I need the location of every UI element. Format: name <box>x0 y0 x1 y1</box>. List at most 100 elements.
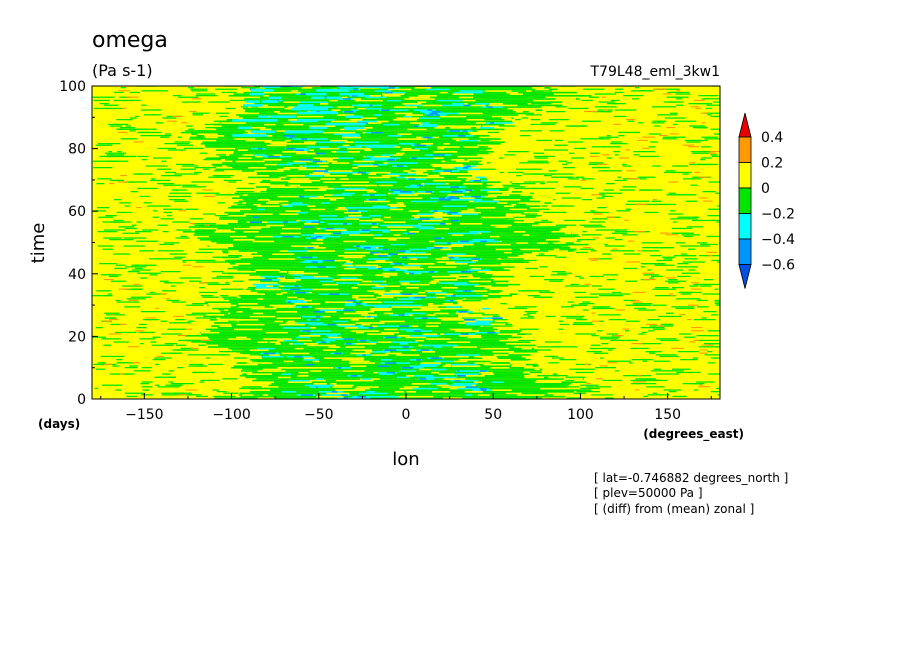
field-patch <box>165 171 176 174</box>
field-patch <box>135 267 143 270</box>
field-patch <box>652 288 676 290</box>
field-patch <box>263 91 278 94</box>
field-patch <box>248 183 255 185</box>
field-patch <box>317 266 326 268</box>
field-patch <box>477 394 490 396</box>
field-patch <box>206 224 225 226</box>
field-patch <box>672 165 689 167</box>
field-patch <box>311 235 341 238</box>
field-patch <box>356 224 374 226</box>
field-patch <box>405 173 429 175</box>
field-patch <box>696 103 709 105</box>
field-patch <box>389 344 400 346</box>
field-patch <box>503 247 521 249</box>
field-patch <box>245 203 527 206</box>
field-patch <box>698 346 719 348</box>
field-patch <box>444 216 465 218</box>
field-patch <box>436 99 463 102</box>
field-patch <box>680 253 687 255</box>
field-patch <box>446 139 462 142</box>
field-patch <box>424 290 442 292</box>
field-patch <box>539 291 555 294</box>
field-patch <box>509 239 527 241</box>
field-patch <box>271 152 283 154</box>
field-patch <box>262 179 474 182</box>
field-patch <box>228 95 592 97</box>
field-patch <box>297 299 312 302</box>
field-patch <box>467 275 474 278</box>
field-patch <box>386 327 407 329</box>
field-patch <box>445 160 457 162</box>
field-patch <box>300 256 313 259</box>
field-patch <box>376 296 394 299</box>
field-patch <box>481 226 497 228</box>
field-patch <box>546 181 559 183</box>
field-patch <box>419 117 440 119</box>
field-patch <box>167 195 192 198</box>
field-patch <box>341 359 364 361</box>
field-patch <box>386 90 399 92</box>
field-patch <box>200 143 501 145</box>
field-patch <box>333 232 342 235</box>
field-patch <box>227 223 539 225</box>
field-patch <box>180 168 197 170</box>
field-patch <box>365 315 377 318</box>
field-patch <box>230 323 484 326</box>
field-patch <box>303 357 315 359</box>
field-patch <box>447 197 460 199</box>
field-patch <box>204 123 220 126</box>
field-patch <box>200 282 208 284</box>
field-patch <box>272 371 285 374</box>
field-patch <box>170 285 176 287</box>
field-patch <box>352 175 364 177</box>
field-patch <box>468 111 487 113</box>
field-patch <box>396 202 404 204</box>
field-patch <box>363 155 390 158</box>
field-patch <box>357 165 378 167</box>
field-patch <box>418 176 445 179</box>
field-patch <box>285 130 314 133</box>
field-patch <box>576 240 581 242</box>
field-patch <box>342 264 354 267</box>
field-patch <box>441 287 458 289</box>
field-patch <box>470 195 481 198</box>
field-patch <box>316 395 344 398</box>
field-patch <box>591 194 601 196</box>
field-patch <box>143 202 152 204</box>
field-patch <box>140 135 165 137</box>
field-patch <box>365 370 372 372</box>
field-patch <box>352 277 372 279</box>
field-patch <box>185 304 204 306</box>
field-patch <box>268 258 296 260</box>
field-patch <box>97 245 114 247</box>
field-patch <box>403 271 433 273</box>
field-patch <box>173 315 184 317</box>
field-patch <box>413 296 426 299</box>
field-patch <box>413 354 438 356</box>
field-patch <box>713 101 720 103</box>
field-patch <box>368 327 374 329</box>
field-patch <box>507 307 527 310</box>
field-patch <box>313 247 326 249</box>
field-patch <box>653 88 667 90</box>
field-patch <box>151 179 171 182</box>
field-patch <box>448 368 466 370</box>
field-patch <box>544 229 555 231</box>
field-patch <box>265 288 274 291</box>
field-patch <box>238 157 252 159</box>
field-patch <box>399 162 418 164</box>
field-patch <box>430 96 447 98</box>
field-patch <box>229 99 254 102</box>
field-patch <box>314 307 345 310</box>
field-patch <box>481 216 506 219</box>
field-patch <box>410 111 417 113</box>
field-patch <box>316 141 345 143</box>
field-patch <box>200 339 213 341</box>
field-patch <box>398 280 420 283</box>
field-patch <box>429 271 434 273</box>
x-tick-label: 150 <box>654 407 681 423</box>
field-patch <box>281 264 289 266</box>
field-patch <box>233 239 255 241</box>
field-patch <box>230 312 440 315</box>
field-patch <box>538 234 549 236</box>
